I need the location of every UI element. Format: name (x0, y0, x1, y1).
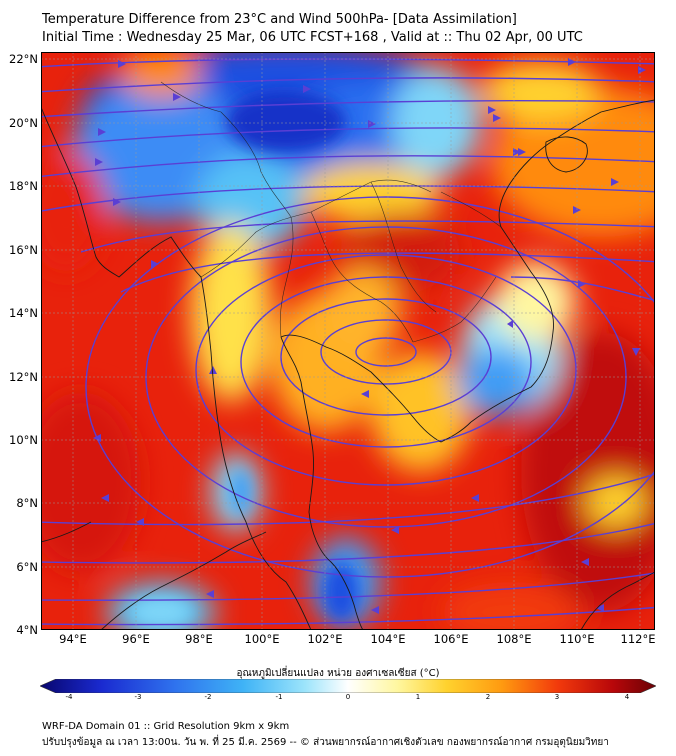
coastlines (41, 99, 655, 630)
lon-label-98: 98°E (185, 632, 213, 646)
colorbar-tick: -4 (65, 693, 73, 701)
map-title: Temperature Difference from 23°C and Win… (42, 12, 517, 27)
lat-label-22: 22°N (9, 52, 38, 66)
lon-label-112: 112°E (620, 632, 656, 646)
lat-label-12: 12°N (9, 370, 38, 384)
colorbar-tick: -2 (204, 693, 212, 701)
lon-label-96: 96°E (122, 632, 150, 646)
footer-credit: ปรับปรุงข้อมูล ณ เวลา 13:00น. วัน พ. ที่… (42, 737, 609, 748)
lat-label-14: 14°N (9, 306, 38, 320)
lat-label-10: 10°N (9, 433, 38, 447)
lon-label-106: 106°E (433, 632, 469, 646)
colorbar-tick: -3 (134, 693, 142, 701)
lon-label-94: 94°E (59, 632, 87, 646)
lon-label-104: 104°E (370, 632, 406, 646)
lon-label-108: 108°E (496, 632, 532, 646)
lon-label-100: 100°E (244, 632, 280, 646)
colorbar-tick: -1 (275, 693, 283, 701)
colorbar-tick: 1 (415, 693, 421, 701)
country-borders (160, 81, 502, 343)
lon-label-110: 110°E (559, 632, 595, 646)
colorbar-tick: 4 (624, 693, 630, 701)
lon-label-102: 102°E (307, 632, 343, 646)
lat-label-18: 18°N (9, 179, 38, 193)
lat-label-20: 20°N (9, 116, 38, 130)
lat-label-4: 4°N (16, 623, 38, 637)
colorbar-tick: 3 (554, 693, 560, 701)
colorbar-tick: 0 (345, 693, 351, 701)
wind-streamlines (41, 58, 655, 626)
map-subtitle: Initial Time : Wednesday 25 Mar, 06 UTC … (42, 30, 583, 45)
lat-label-6: 6°N (16, 560, 38, 574)
lat-label-8: 8°N (16, 496, 38, 510)
colorbar-title: อุณหภูมิเปลี่ยนแปลง หน่วย องศาเซลเซียส (… (236, 668, 440, 679)
lat-lon-grid (41, 52, 655, 630)
colorbar-tick: 2 (485, 693, 491, 701)
map-frame (41, 52, 655, 630)
lat-label-16: 16°N (9, 243, 38, 257)
temperature-wind-map (41, 52, 655, 630)
footer-model-info: WRF-DA Domain 01 :: Grid Resolution 9km … (42, 721, 290, 732)
